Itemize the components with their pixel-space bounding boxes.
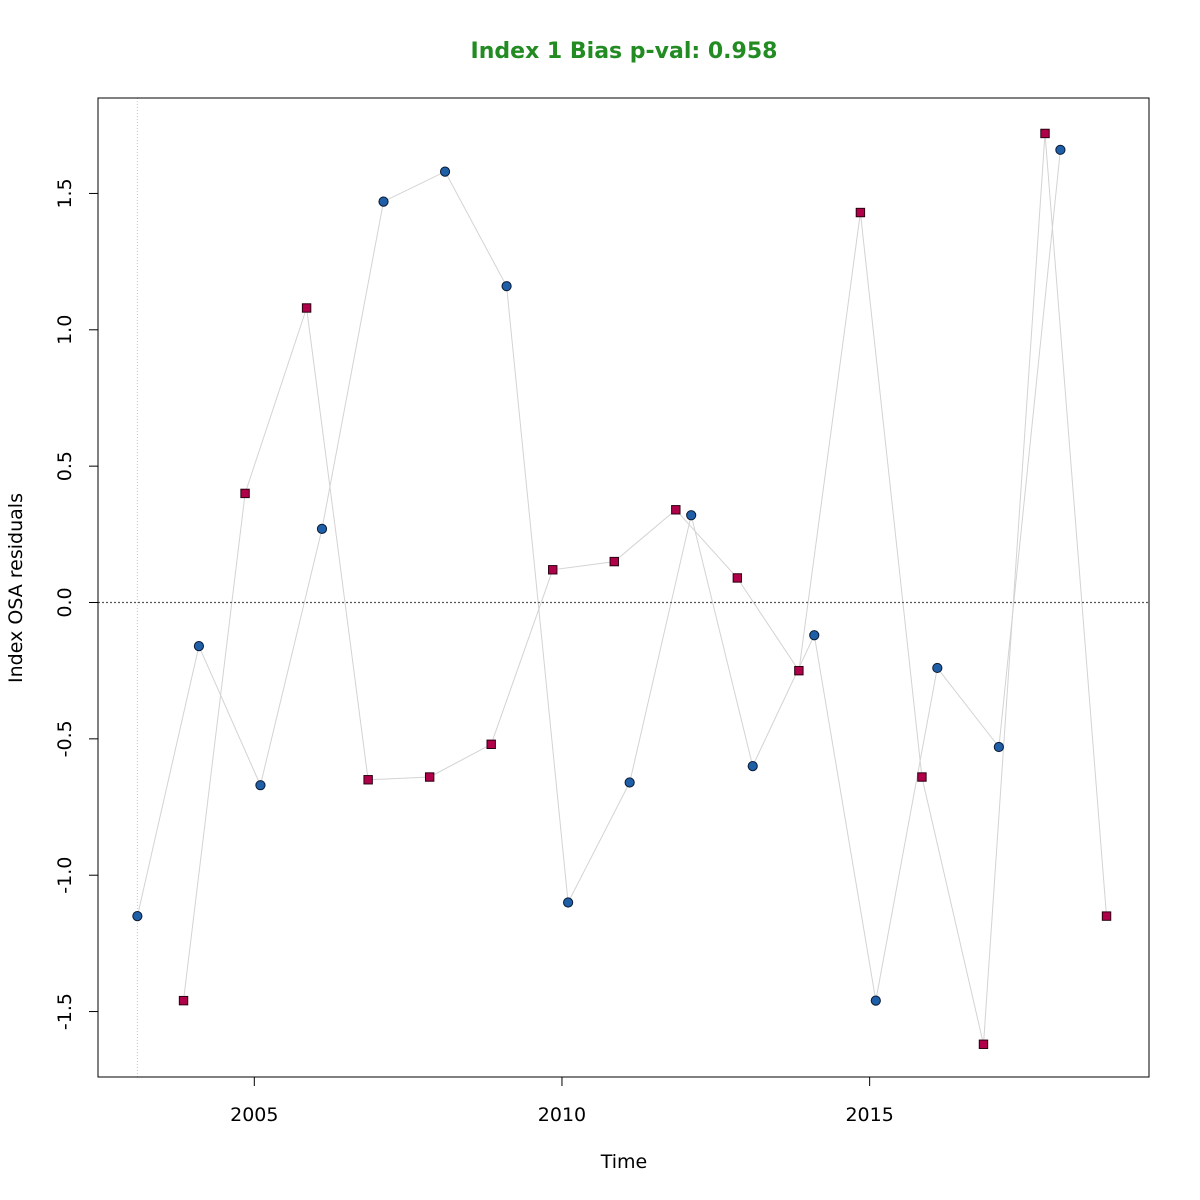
chart-title: Index 1 Bias p-val: 0.958 (471, 39, 778, 64)
data-point (1101, 911, 1112, 921)
y-tick-label: 0.5 (54, 451, 76, 481)
data-point (378, 196, 389, 207)
x-tick-label: 2015 (845, 1104, 893, 1126)
data-point (1040, 128, 1050, 139)
data-point (870, 995, 881, 1006)
data-point (732, 573, 743, 583)
x-axis-label: Time (600, 1151, 648, 1173)
data-point (501, 281, 512, 292)
data-point (671, 505, 681, 515)
data-point (363, 775, 373, 785)
data-point (563, 897, 574, 908)
data-point (240, 488, 250, 499)
data-points (132, 128, 1112, 1049)
y-tick-label: 0.0 (54, 587, 76, 617)
series-line-1 (136, 149, 1061, 1001)
data-point (747, 761, 758, 772)
data-point (855, 207, 866, 218)
data-point (486, 739, 496, 750)
series-lines (136, 133, 1107, 1045)
x-axis: 2005 2010 2015 (230, 1076, 894, 1126)
data-point (1055, 144, 1066, 155)
y-axis: -1.5 -1.0 -0.5 0.0 0.5 1.0 1.5 (54, 178, 98, 1030)
data-point (917, 772, 927, 782)
y-tick-label: -0.5 (54, 720, 76, 757)
data-point (978, 1039, 989, 1049)
reference-lines (98, 98, 1149, 1077)
y-tick-label: 1.5 (54, 178, 76, 208)
y-axis-label: Index OSA residuals (5, 493, 27, 683)
data-point (993, 741, 1004, 753)
series-line-2 (183, 133, 1107, 1045)
data-point (255, 780, 266, 791)
y-tick-label: -1.5 (54, 993, 76, 1030)
data-point (609, 556, 619, 567)
x-tick-label: 2005 (230, 1104, 278, 1126)
data-point (624, 777, 635, 788)
y-tick-label: -1.0 (54, 857, 76, 894)
data-point (178, 995, 189, 1006)
data-point (932, 662, 943, 674)
x-tick-label: 2010 (538, 1104, 586, 1126)
data-point (424, 772, 435, 782)
data-point (301, 303, 312, 313)
y-tick-label: 1.0 (54, 315, 76, 345)
data-point (548, 565, 558, 575)
data-point (686, 510, 697, 521)
data-point (809, 630, 820, 641)
data-point (794, 665, 804, 676)
data-point (439, 166, 451, 177)
data-point (132, 911, 143, 922)
data-point (316, 523, 328, 534)
data-point (193, 641, 205, 652)
